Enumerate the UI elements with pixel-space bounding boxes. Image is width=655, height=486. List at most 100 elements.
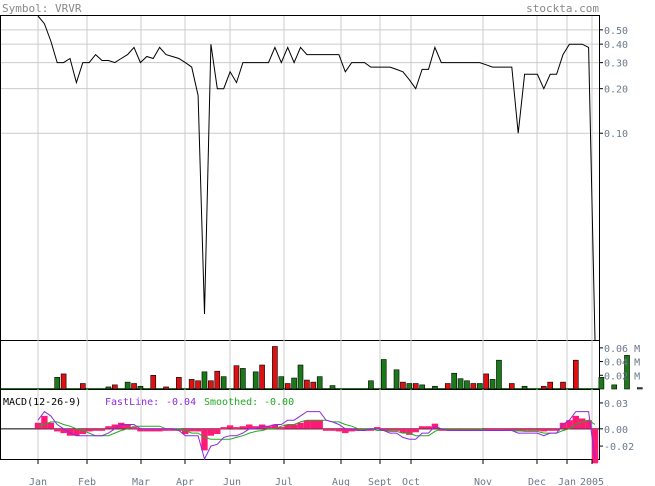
volume-bar bbox=[188, 379, 195, 390]
macd-histogram-bar bbox=[137, 428, 144, 432]
price-line bbox=[37, 15, 596, 341]
macd-histogram-bar bbox=[572, 415, 579, 429]
volume-bar bbox=[560, 381, 566, 390]
volume-bar bbox=[291, 377, 297, 390]
macd-plot bbox=[1, 410, 599, 464]
macd-histogram-bar bbox=[508, 428, 515, 431]
macd-title: MACD(12-26-9) bbox=[3, 397, 81, 408]
x-tick-label: Feb bbox=[78, 477, 96, 486]
macd-histogram-bar bbox=[386, 428, 394, 431]
macd-histogram-bar bbox=[182, 428, 189, 434]
volume-bar bbox=[598, 377, 605, 390]
volume-bar bbox=[540, 385, 547, 390]
macd-histogram-bar bbox=[111, 424, 119, 429]
volume-bar bbox=[220, 376, 227, 390]
macd-histogram-bar bbox=[79, 428, 87, 434]
price-tick-label: 0.20 bbox=[604, 85, 628, 96]
volume-bar bbox=[233, 365, 240, 390]
volume-bar bbox=[637, 387, 643, 390]
macd-histogram-bar bbox=[124, 424, 131, 429]
price-tick-label: 0.10 bbox=[604, 129, 628, 140]
macd-histogram-bar bbox=[540, 428, 547, 432]
volume-bar bbox=[483, 373, 489, 390]
macd-histogram-bar bbox=[521, 428, 528, 431]
volume-bar bbox=[400, 381, 406, 390]
macd-histogram-bar bbox=[374, 427, 381, 430]
volume-bar bbox=[380, 359, 387, 390]
macd-histogram-bar bbox=[393, 428, 400, 431]
macd-histogram-bar bbox=[444, 428, 451, 431]
macd-histogram-bar bbox=[534, 428, 541, 431]
macd-histogram-bar bbox=[335, 428, 343, 432]
fastline-label: FastLine: bbox=[105, 397, 159, 408]
macd-fast-line bbox=[37, 410, 596, 461]
macd-histogram-bar bbox=[399, 428, 407, 434]
macd-histogram-bar bbox=[130, 427, 138, 430]
x-tick-label: Apr bbox=[176, 477, 194, 486]
volume-bar bbox=[316, 376, 323, 390]
volume-bar bbox=[464, 380, 470, 390]
volume-bar bbox=[105, 386, 112, 390]
x-tick-label: Dec bbox=[528, 477, 546, 486]
macd-histogram-bar bbox=[73, 428, 80, 436]
macd-histogram-bar bbox=[322, 428, 330, 431]
macd-histogram-bar bbox=[284, 424, 291, 429]
volume-bar bbox=[240, 368, 246, 390]
price-tick-label: 0.50 bbox=[604, 26, 628, 37]
x-tick-label: Jan bbox=[29, 477, 47, 486]
x-tick-label: Jul bbox=[275, 477, 293, 486]
volume-bar bbox=[252, 371, 259, 390]
volume-bar bbox=[297, 364, 304, 390]
macd-histogram-bar bbox=[406, 428, 413, 435]
macd-histogram-bar bbox=[143, 428, 151, 432]
macd-tick-label: -0.02 bbox=[604, 442, 634, 453]
volume-bar bbox=[137, 385, 144, 390]
macd-histogram-bar bbox=[457, 428, 464, 431]
macd-histogram-bar bbox=[418, 426, 426, 429]
macd-histogram-bar bbox=[316, 420, 323, 429]
macd-histogram-bar bbox=[310, 420, 317, 429]
macd-histogram-bar bbox=[348, 428, 355, 432]
macd-histogram-bar bbox=[297, 422, 304, 429]
macd-histogram-bar bbox=[489, 428, 496, 431]
x-tick-label: Jun bbox=[223, 477, 241, 486]
macd-histogram-bar bbox=[92, 428, 99, 431]
volume-bar bbox=[572, 359, 579, 390]
macd-histogram-bar bbox=[98, 428, 106, 431]
volume-bar bbox=[489, 379, 496, 390]
macd-histogram-bar bbox=[207, 428, 215, 436]
macd-histogram-bar bbox=[585, 420, 592, 429]
x-axis: Jan Feb Mar Apr Jun Jul Aug Sept Oct Nov Dec Jan 200… bbox=[29, 459, 604, 486]
volume-bar bbox=[176, 377, 182, 390]
macd-histogram-bar bbox=[162, 428, 170, 431]
volume-bar bbox=[368, 380, 374, 390]
macd-histogram-bar bbox=[220, 427, 227, 430]
price-tick-label: 0.40 bbox=[604, 40, 628, 51]
price-axis: 0.50 0.40 0.30 0.20 0.10 bbox=[599, 26, 628, 140]
macd-histogram-bar bbox=[354, 428, 362, 431]
macd-histogram-bar bbox=[476, 428, 483, 431]
price-tick-label: 0.30 bbox=[604, 59, 628, 70]
macd-histogram-bar bbox=[329, 428, 336, 431]
volume-bar bbox=[208, 380, 214, 390]
volume-plot bbox=[1, 346, 643, 390]
smoothed-label: Smoothed: bbox=[204, 397, 258, 408]
volume-bar bbox=[259, 364, 265, 390]
volume-bar bbox=[432, 385, 438, 390]
macd-histogram-bar bbox=[278, 427, 285, 430]
macd-histogram-bar bbox=[470, 428, 477, 431]
macd-histogram-bar bbox=[495, 428, 503, 431]
macd-histogram-bar bbox=[553, 428, 560, 431]
volume-bar bbox=[195, 380, 201, 390]
x-tick-label: 2005 bbox=[580, 477, 604, 486]
volume-tick-label: 0.02 M bbox=[604, 371, 640, 382]
volume-bar bbox=[412, 383, 419, 390]
x-tick-label: Aug bbox=[332, 477, 350, 486]
macd-histogram-bar bbox=[150, 428, 157, 432]
volume-bar bbox=[419, 384, 425, 390]
macd-histogram-bar bbox=[226, 425, 234, 429]
macd-histogram-bar bbox=[438, 428, 445, 431]
x-tick-label: Mar bbox=[132, 477, 150, 486]
volume-tick-label: 0.04 M bbox=[604, 358, 640, 369]
